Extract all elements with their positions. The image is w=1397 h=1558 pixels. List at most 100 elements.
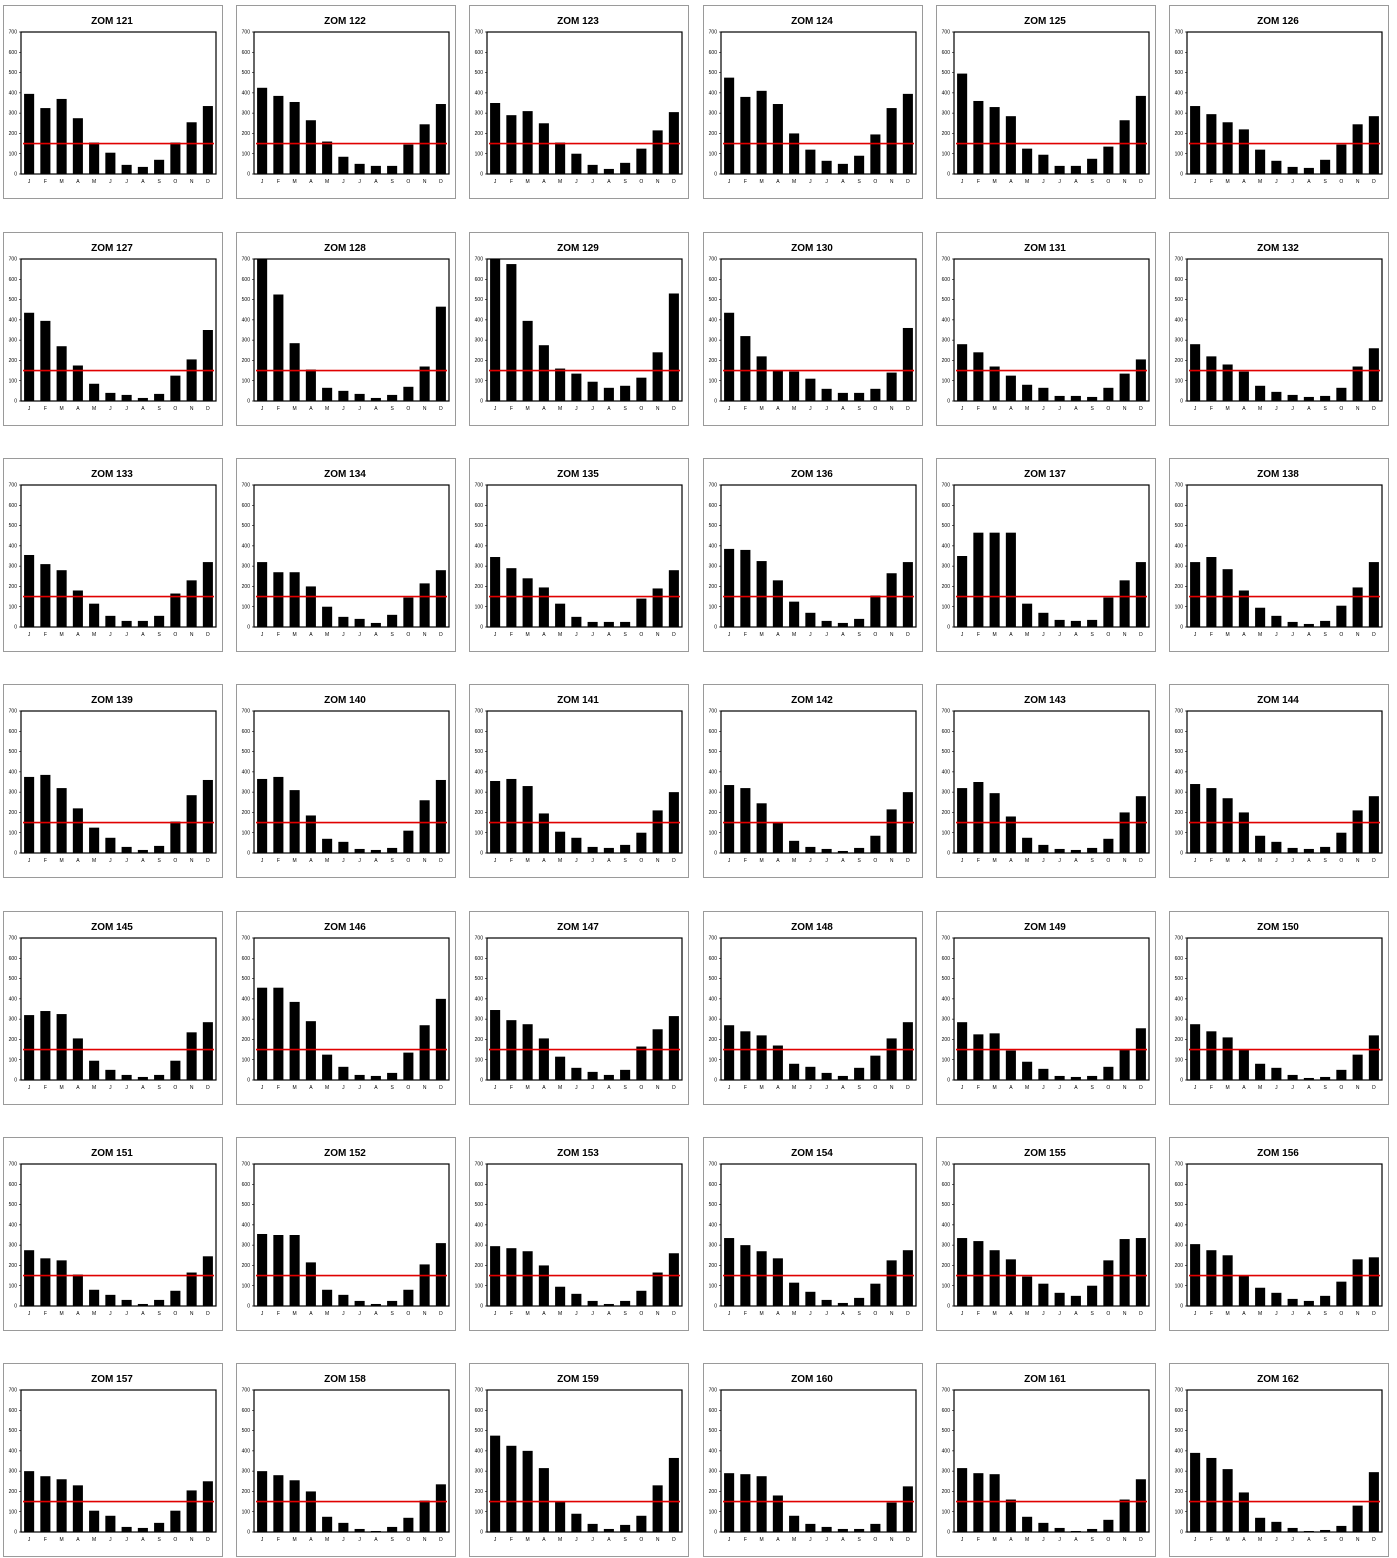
x-tick-label: A bbox=[542, 1537, 546, 1543]
y-tick-label: 500 bbox=[242, 523, 251, 529]
x-tick-label: O bbox=[1106, 179, 1110, 185]
x-tick-label: J bbox=[1194, 406, 1197, 412]
y-tick-label: 400 bbox=[475, 317, 484, 323]
bar bbox=[789, 371, 800, 401]
y-tick-label: 400 bbox=[242, 317, 251, 323]
x-tick-label: J bbox=[261, 1085, 264, 1091]
x-tick-label: J bbox=[575, 632, 578, 638]
y-tick-label: 200 bbox=[475, 358, 484, 364]
chart-panel: ZOM 128 0 100 200 300 400 500 600 700 J F M A M J J A S O N… bbox=[236, 232, 456, 426]
x-tick-label: J bbox=[961, 1537, 964, 1543]
bar bbox=[1005, 1499, 1016, 1532]
x-tick-label: J bbox=[825, 858, 828, 864]
x-tick-label: J bbox=[1042, 179, 1045, 185]
y-tick-label: 0 bbox=[947, 172, 950, 178]
bar bbox=[1135, 1238, 1146, 1306]
bar bbox=[506, 778, 517, 853]
x-tick-label: J bbox=[494, 1311, 497, 1317]
bar bbox=[137, 849, 148, 853]
chart-panel: ZOM 121 0 100 200 300 400 500 600 700 J F M A M J J A S O N… bbox=[3, 5, 223, 199]
chart-panel: ZOM 126 0 100 200 300 400 500 600 700 J F M A M J J A S O N… bbox=[1169, 5, 1389, 199]
y-tick-label: 300 bbox=[9, 1469, 18, 1475]
x-tick-label: M bbox=[1258, 1311, 1262, 1317]
bar bbox=[652, 1029, 663, 1080]
bar bbox=[89, 1060, 100, 1080]
x-tick-label: O bbox=[173, 858, 177, 864]
chart-panel: ZOM 122 0 100 200 300 400 500 600 700 J F M A M J J A S O N… bbox=[236, 5, 456, 199]
bar bbox=[652, 810, 663, 853]
x-tick-label: F bbox=[977, 632, 980, 638]
chart-svg: ZOM 125 0 100 200 300 400 500 600 700 J F M A M J J A S O N… bbox=[942, 16, 1150, 185]
y-tick-label: 700 bbox=[942, 709, 951, 715]
x-tick-label: A bbox=[1074, 406, 1078, 412]
x-tick-label: J bbox=[109, 1311, 112, 1317]
bar bbox=[1352, 124, 1363, 174]
plot-frame bbox=[720, 31, 917, 175]
chart-svg: ZOM 121 0 100 200 300 400 500 600 700 J F M A M J J A S O N… bbox=[9, 16, 217, 185]
x-tick-label: M bbox=[760, 1085, 764, 1091]
y-tick-label: 200 bbox=[942, 810, 951, 816]
x-tick-label: O bbox=[1339, 1085, 1343, 1091]
bar bbox=[1320, 1295, 1331, 1306]
y-tick-label: 100 bbox=[242, 1057, 251, 1063]
bar bbox=[89, 1289, 100, 1306]
x-tick-label: N bbox=[1123, 1085, 1127, 1091]
x-tick-label: M bbox=[526, 1537, 530, 1543]
chart-svg: ZOM 140 0 100 200 300 400 500 600 700 J F M A M J J A S O N… bbox=[242, 695, 450, 864]
bar bbox=[789, 133, 800, 174]
bar bbox=[154, 1299, 165, 1306]
y-tick-label: 100 bbox=[242, 1509, 251, 1515]
bar bbox=[72, 118, 83, 174]
x-tick-label: M bbox=[325, 1311, 329, 1317]
y-tick-label: 700 bbox=[709, 936, 718, 942]
y-tick-label: 400 bbox=[475, 90, 484, 96]
chart-title: ZOM 121 bbox=[91, 16, 133, 27]
x-tick-label: D bbox=[672, 406, 676, 412]
x-tick-label: M bbox=[1226, 1085, 1230, 1091]
bar bbox=[289, 343, 300, 401]
x-tick-label: M bbox=[993, 406, 997, 412]
y-tick-label: 600 bbox=[9, 50, 18, 56]
bar bbox=[56, 346, 67, 401]
chart-panel: ZOM 132 0 100 200 300 400 500 600 700 J F M A M J J A S O N… bbox=[1169, 232, 1389, 426]
x-tick-label: A bbox=[76, 1085, 80, 1091]
x-tick-label: N bbox=[1356, 179, 1360, 185]
bar bbox=[105, 152, 116, 174]
bar bbox=[105, 392, 116, 401]
y-tick-label: 300 bbox=[709, 338, 718, 344]
x-tick-label: O bbox=[406, 179, 410, 185]
y-tick-label: 0 bbox=[247, 172, 250, 178]
bar bbox=[587, 1300, 598, 1306]
y-tick-label: 400 bbox=[475, 1448, 484, 1454]
bar bbox=[1070, 849, 1081, 853]
bar bbox=[170, 1510, 181, 1532]
bar bbox=[338, 841, 349, 853]
x-tick-label: J bbox=[575, 179, 578, 185]
x-tick-label: A bbox=[1242, 1537, 1246, 1543]
x-tick-label: F bbox=[744, 406, 747, 412]
x-tick-label: M bbox=[293, 1311, 297, 1317]
y-tick-label: 500 bbox=[709, 976, 718, 982]
chart-svg: ZOM 122 0 100 200 300 400 500 600 700 J F M A M J J A S O N… bbox=[242, 16, 450, 185]
y-tick-label: 600 bbox=[242, 50, 251, 56]
y-tick-label: 0 bbox=[247, 851, 250, 857]
bar bbox=[1103, 1260, 1114, 1306]
y-tick-label: 400 bbox=[9, 317, 18, 323]
bar bbox=[1287, 394, 1298, 401]
bar bbox=[1087, 1528, 1098, 1532]
bar bbox=[121, 846, 132, 853]
plot-frame bbox=[720, 484, 917, 628]
y-tick-label: 400 bbox=[1175, 1222, 1184, 1228]
x-tick-label: M bbox=[993, 858, 997, 864]
x-tick-label: A bbox=[141, 406, 145, 412]
bar bbox=[1255, 1287, 1266, 1306]
x-tick-label: O bbox=[1339, 1537, 1343, 1543]
x-tick-label: M bbox=[558, 1311, 562, 1317]
bar bbox=[105, 615, 116, 627]
bar bbox=[620, 1524, 631, 1532]
bar bbox=[40, 320, 51, 401]
x-tick-label: M bbox=[293, 1085, 297, 1091]
bar bbox=[1022, 1061, 1033, 1080]
bar bbox=[273, 572, 284, 627]
x-tick-label: M bbox=[92, 1311, 96, 1317]
